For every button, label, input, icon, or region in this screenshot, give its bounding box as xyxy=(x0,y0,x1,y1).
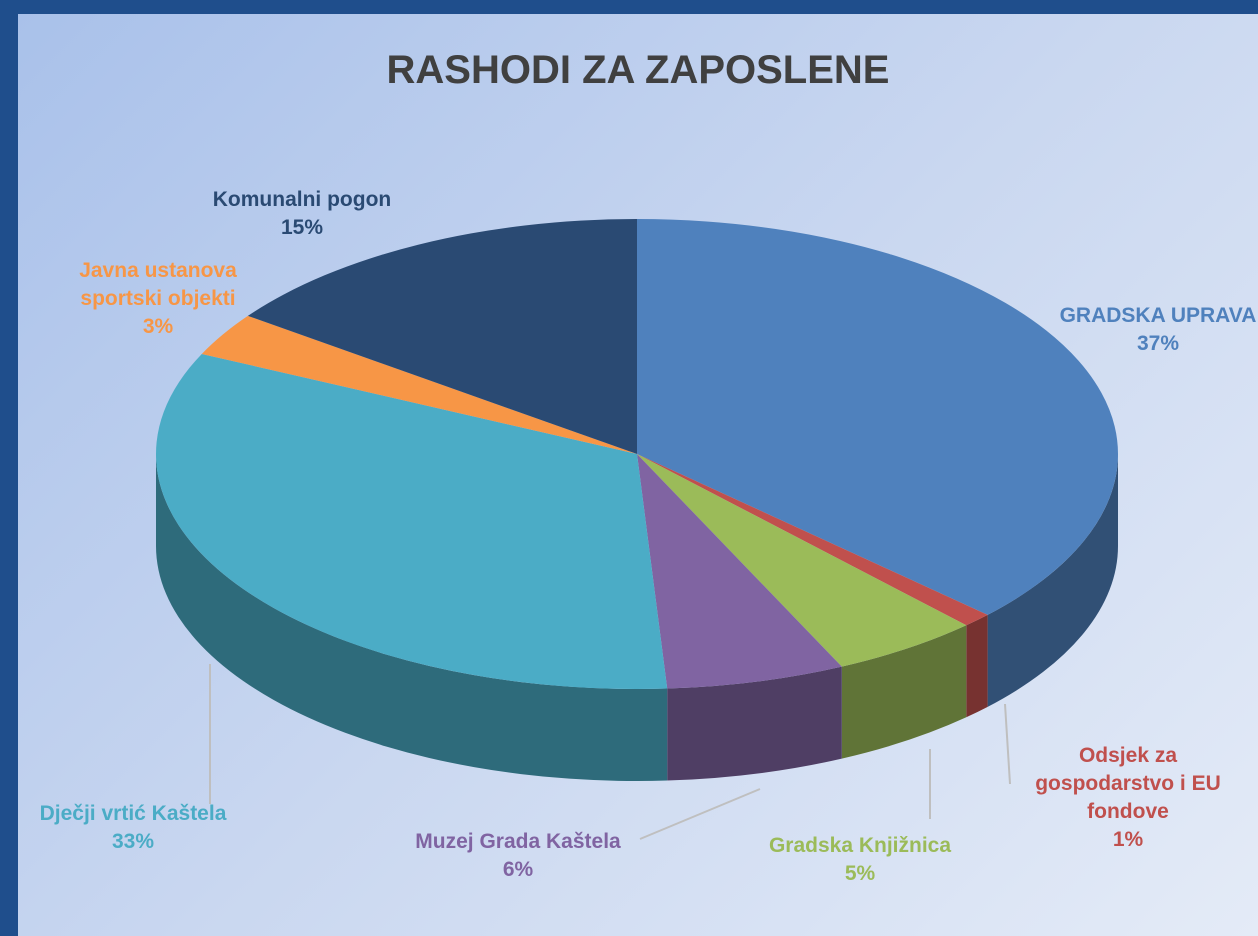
label-value: 37% xyxy=(1136,332,1180,355)
label-value: 33% xyxy=(111,830,155,853)
label-value: 5% xyxy=(844,862,876,885)
data-label: Javna ustanova sportski objekti 3% xyxy=(58,257,258,341)
label-name: Javna ustanova sportski objekti xyxy=(79,259,237,310)
slice xyxy=(637,219,1118,615)
data-label: Odsjek za gospodarstvo i EU fondove 1% xyxy=(1013,742,1243,854)
slice-side xyxy=(987,454,1118,707)
label-name: Muzej Grada Kaštela xyxy=(415,830,621,853)
label-value: 3% xyxy=(142,315,174,338)
slice-side xyxy=(156,454,668,781)
data-label: Gradska Knjižnica 5% xyxy=(750,832,970,888)
pie-area xyxy=(155,219,1118,840)
label-name: Odsjek za gospodarstvo i EU fondove xyxy=(1035,744,1221,823)
slice xyxy=(247,219,637,454)
label-name: Gradska Knjižnica xyxy=(768,834,952,857)
data-label: Dječji vrtić Kaštela 33% xyxy=(13,800,253,856)
slice-side xyxy=(841,625,967,759)
label-name: Komunalni pogon xyxy=(212,188,392,211)
leader-line xyxy=(1004,703,1011,785)
slice xyxy=(201,315,637,454)
slice-side xyxy=(667,666,842,781)
leaders xyxy=(209,664,1011,840)
chart-title: RASHODI ZA ZAPOSLENE xyxy=(386,48,890,92)
slice xyxy=(155,353,668,689)
label-value: 1% xyxy=(1112,828,1144,851)
data-label: Komunalni pogon 15% xyxy=(187,186,417,242)
slice-side xyxy=(966,614,988,718)
data-label: GRADSKA UPRAVA 37% xyxy=(1048,302,1258,358)
label-name: Dječji vrtić Kaštela xyxy=(39,802,227,825)
label-name: GRADSKA UPRAVA xyxy=(1059,304,1257,327)
slice xyxy=(637,454,842,689)
leader-line xyxy=(639,788,761,840)
label-value: 6% xyxy=(502,858,534,881)
slice xyxy=(637,454,988,626)
pie-sides xyxy=(156,454,1118,781)
slice xyxy=(637,454,967,667)
label-value: 15% xyxy=(280,216,324,239)
pie-tops xyxy=(155,219,1118,689)
data-label: Muzej Grada Kaštela 6% xyxy=(393,828,643,884)
